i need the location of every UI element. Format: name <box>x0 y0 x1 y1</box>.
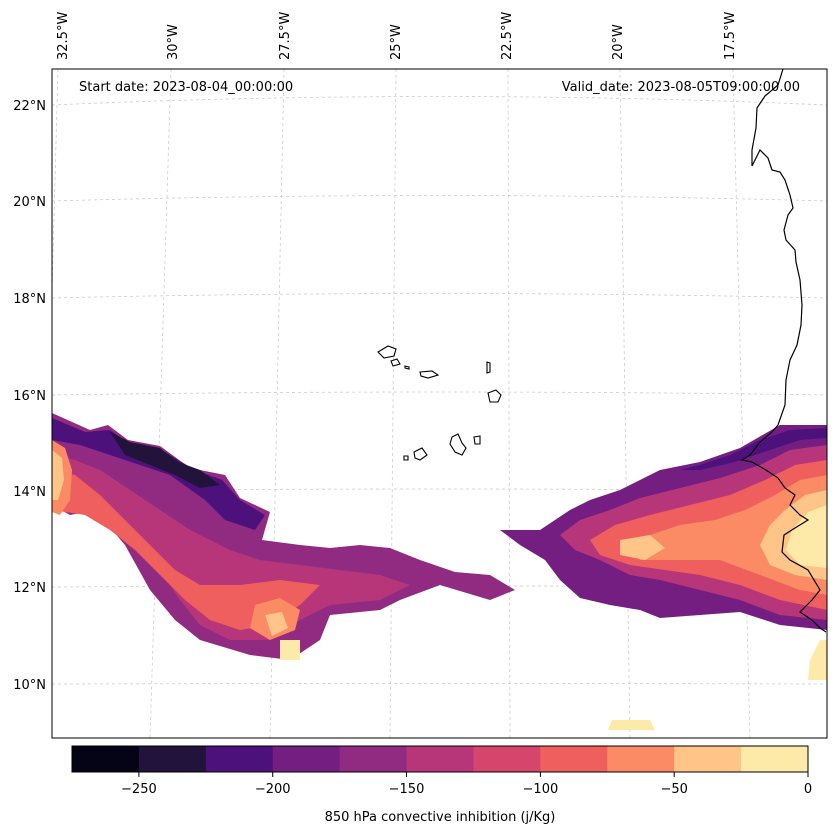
colorbar-swatch <box>272 746 341 772</box>
lat-label: 22°N <box>13 99 46 114</box>
cin-field <box>52 413 827 730</box>
lon-label: 17.5°W <box>723 12 738 60</box>
lon-label: 20°W <box>611 24 626 60</box>
colorbar-swatch <box>72 746 140 772</box>
cin-band-east-palest <box>786 505 827 680</box>
colorbar-tick-label: −150 <box>389 782 425 797</box>
colorbar-ticks <box>138 772 809 777</box>
lon-label: 22.5°W <box>500 12 515 60</box>
lat-label: 20°N <box>13 195 46 210</box>
island-boa-vista <box>487 389 502 403</box>
colorbar <box>72 746 809 772</box>
lon-label: 25°W <box>389 24 404 60</box>
lat-label: 18°N <box>13 292 46 307</box>
colorbar-swatch <box>607 746 675 772</box>
latitude-labels: 22°N 20°N 18°N 16°N 14°N 12°N 10°N <box>13 99 46 693</box>
colorbar-tick-label: 0 <box>804 782 812 797</box>
colorbar-tick-labels: −250 −200 −150 −100 −50 0 <box>121 782 812 797</box>
colorbar-tick-label: −100 <box>523 782 559 797</box>
cin-band-west-mid <box>52 455 410 640</box>
colorbar-tick-label: −250 <box>121 782 157 797</box>
colorbar-swatch <box>339 746 408 772</box>
cin-band-west-light <box>52 470 320 630</box>
lon-label: 30°W <box>166 24 181 60</box>
start-date-label: Start date: 2023-08-04_00:00:00 <box>79 80 293 95</box>
cape-verde-islands <box>377 345 502 461</box>
cin-band-east-lightest <box>620 490 827 580</box>
colorbar-swatch <box>674 746 742 772</box>
island-santo-antao <box>377 345 397 359</box>
colorbar-label: 850 hPa convective inhibition (j/Kg) <box>325 810 556 825</box>
island-maio <box>473 435 481 445</box>
longitude-labels: 32.5°W 30°W 27.5°W 25°W 22.5°W 20°W 17.5… <box>56 12 738 60</box>
cin-band-east-dark <box>680 428 827 470</box>
lon-label: 27.5°W <box>278 12 293 60</box>
island-sal <box>486 361 491 374</box>
colorbar-swatch <box>205 746 274 772</box>
lat-label: 10°N <box>13 678 46 693</box>
lat-label: 14°N <box>13 485 46 500</box>
coastline <box>740 69 827 633</box>
map-frame <box>51 68 828 739</box>
colorbar-swatch <box>473 746 541 772</box>
cin-band-west-outer <box>52 413 515 660</box>
island-sao-vicente <box>390 358 401 367</box>
colorbar-tick-label: −50 <box>660 782 687 797</box>
lat-label: 16°N <box>13 389 46 404</box>
colorbar-swatch <box>406 746 474 772</box>
valid-date-label: Valid_date: 2023-08-05T09:00:00.00 <box>562 80 800 95</box>
cin-band-west-dark <box>52 418 265 530</box>
island-santa-luzia <box>404 365 410 370</box>
colorbar-frame <box>71 745 809 773</box>
colorbar-swatch <box>540 746 608 772</box>
island-fogo <box>413 447 428 461</box>
cin-patch-south <box>608 720 655 730</box>
colorbar-swatch <box>741 746 809 772</box>
island-sao-nicolau <box>419 370 440 379</box>
cin-band-west-darkest <box>110 432 220 488</box>
island-santiago <box>449 433 467 456</box>
cin-band-west-palest <box>280 640 300 660</box>
island-brava <box>403 455 409 461</box>
lon-label: 32.5°W <box>56 12 71 60</box>
colorbar-swatch <box>138 746 207 772</box>
lat-label: 12°N <box>13 581 46 596</box>
map-background <box>52 69 827 738</box>
colorbar-tick-label: −200 <box>255 782 291 797</box>
